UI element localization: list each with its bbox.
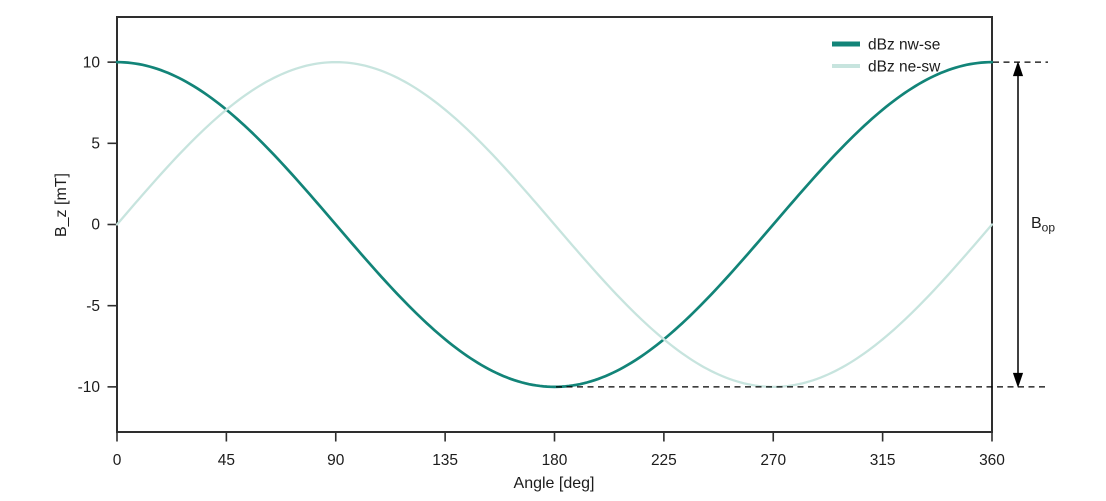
legend-label-dbz-ne-sw: dBz ne-sw: [868, 59, 941, 76]
x-tick-label: 90: [327, 452, 345, 469]
x-tick-label: 270: [760, 452, 786, 469]
x-tick-label: 180: [542, 452, 568, 469]
legend: dBz nw-se dBz ne-sw: [832, 37, 941, 76]
bop-annotation: Bop: [556, 61, 1055, 388]
legend-label-dbz-nw-se: dBz nw-se: [868, 37, 940, 54]
x-tick-label: 225: [651, 452, 677, 469]
y-tick-label: -5: [86, 298, 100, 315]
x-axis-ticks: 0 45 90 135 180 225 270 315 360: [113, 432, 1005, 469]
series-line-0: [115, 60, 994, 389]
arrow-head-up-icon: [1012, 61, 1024, 77]
series-curves: [115, 60, 994, 389]
x-tick-label: 315: [870, 452, 896, 469]
y-tick-label: -10: [78, 379, 101, 396]
x-axis-label: Angle [deg]: [514, 475, 595, 492]
y-axis-label: B_z [mT]: [53, 173, 70, 237]
x-tick-label: 0: [113, 452, 122, 469]
bop-label: Bop: [1031, 215, 1055, 235]
y-tick-label: 0: [91, 217, 100, 234]
x-tick-label: 45: [218, 452, 235, 469]
series-line-1: [115, 60, 994, 389]
y-tick-label: 10: [83, 54, 101, 71]
x-tick-label: 135: [432, 452, 458, 469]
y-axis-ticks: 10 5 0 -5 -10: [78, 54, 117, 396]
arrow-head-down-icon: [1012, 372, 1024, 388]
y-tick-label: 5: [91, 136, 100, 153]
x-tick-label: 360: [979, 452, 1005, 469]
